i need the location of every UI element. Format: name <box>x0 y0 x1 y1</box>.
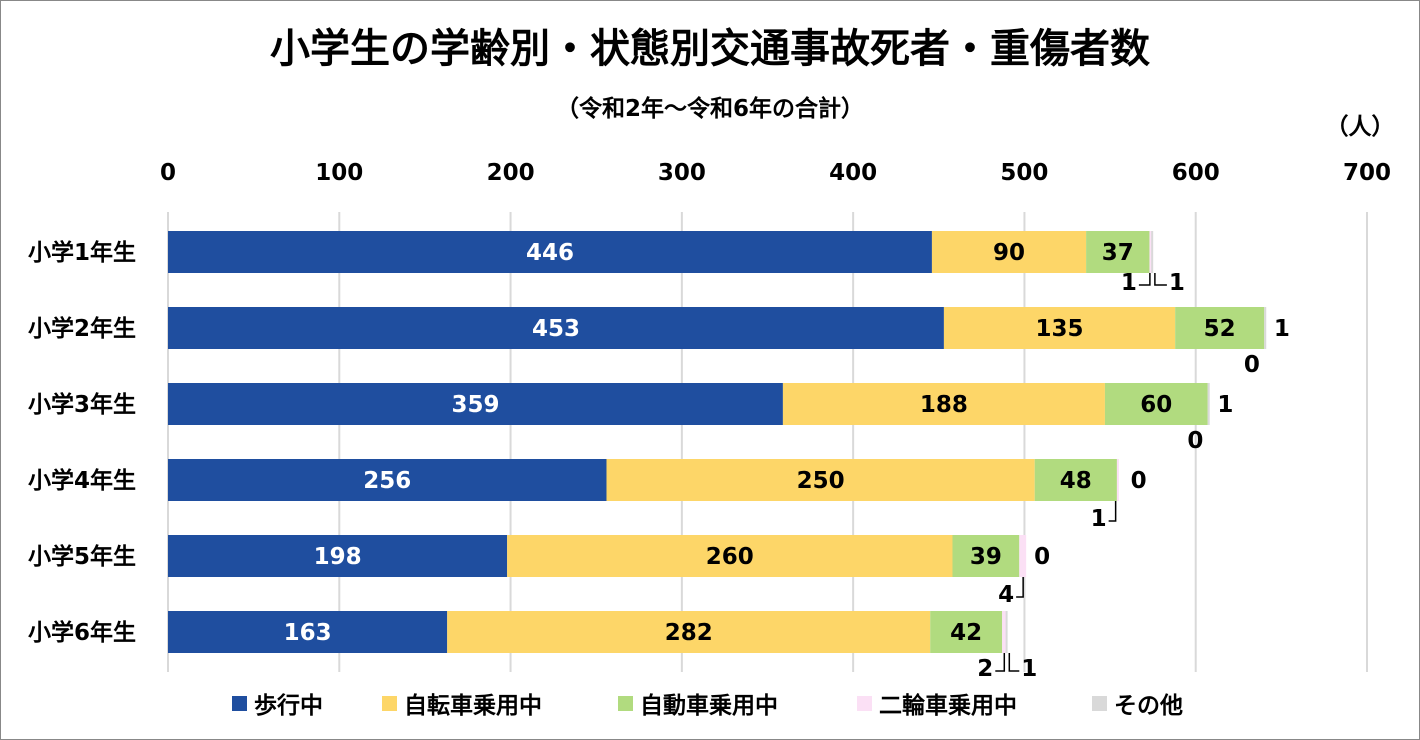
data-label: 0 <box>1244 352 1260 378</box>
data-label: 0 <box>1131 468 1147 494</box>
data-label: 260 <box>706 544 754 570</box>
bar-segment <box>1149 231 1152 273</box>
legend-label: 歩行中 <box>254 692 323 719</box>
bar-segment <box>168 383 783 425</box>
bar-segment <box>168 459 607 501</box>
data-label: 163 <box>284 620 332 646</box>
x-tick-label: 300 <box>658 160 706 186</box>
x-tick-label: 200 <box>487 160 535 186</box>
bar-segment <box>1116 459 1119 501</box>
data-label: 37 <box>1102 240 1134 266</box>
data-label: 1 <box>1091 506 1107 532</box>
bar-segment <box>507 535 953 577</box>
bar-segment <box>1264 307 1267 349</box>
data-label: 188 <box>920 392 968 418</box>
leader-line <box>995 653 1006 672</box>
unit-label: （人） <box>1326 113 1395 140</box>
legend-swatch <box>857 696 872 711</box>
legend-label: 自動車乗用中 <box>640 692 778 719</box>
data-label: 42 <box>950 620 982 646</box>
legend-swatch <box>232 696 247 711</box>
leader-line <box>1016 577 1024 598</box>
x-tick-label: 400 <box>829 160 877 186</box>
y-category-label: 小学2年生 <box>28 315 136 342</box>
x-tick-label: 100 <box>315 160 363 186</box>
bar-segment <box>782 383 1105 425</box>
bar-segment <box>168 535 508 577</box>
bar-segment <box>606 459 1035 501</box>
data-label: 52 <box>1204 316 1236 342</box>
data-label: 4 <box>998 582 1014 608</box>
leader-line <box>1154 273 1167 286</box>
bar-segment <box>1175 307 1265 349</box>
bar-segment <box>1005 611 1008 653</box>
data-label: 250 <box>797 468 845 494</box>
bar-segment <box>1086 231 1150 273</box>
data-label: 453 <box>532 316 580 342</box>
bar-segment <box>1002 611 1006 653</box>
data-label: 1 <box>1274 316 1290 342</box>
x-tick-label: 0 <box>160 160 176 186</box>
data-label: 48 <box>1060 468 1092 494</box>
data-label: 1 <box>1217 392 1233 418</box>
y-category-label: 小学3年生 <box>28 391 136 418</box>
bar-segment <box>168 307 944 349</box>
bar-segment <box>168 611 448 653</box>
bar-segment <box>943 307 1176 349</box>
y-category-label: 小学1年生 <box>28 239 136 266</box>
bar-segment <box>931 231 1087 273</box>
bar-segment <box>1151 231 1154 273</box>
data-label: 256 <box>363 468 411 494</box>
legend-label: その他 <box>1114 693 1183 719</box>
leader-line <box>1108 501 1117 522</box>
bar-segment <box>447 611 931 653</box>
data-label: 359 <box>451 392 499 418</box>
data-label: 135 <box>1036 316 1084 342</box>
data-label: 39 <box>970 544 1002 570</box>
legend-swatch <box>618 696 633 711</box>
leader-line <box>1138 273 1151 286</box>
bar-segment <box>930 611 1003 653</box>
bar-segment <box>1104 383 1208 425</box>
bar-segment <box>1207 383 1210 425</box>
legend-label: 自転車乗用中 <box>404 692 542 719</box>
leader-line <box>1008 653 1020 672</box>
y-category-label: 小学4年生 <box>28 467 136 494</box>
y-category-label: 小学6年生 <box>28 619 136 646</box>
data-label: 90 <box>993 240 1025 266</box>
data-label: 1 <box>1121 270 1137 296</box>
x-tick-label: 500 <box>1000 160 1048 186</box>
data-label: 0 <box>1187 428 1203 454</box>
data-label: 1 <box>1021 656 1037 682</box>
bar-segment <box>952 535 1020 577</box>
legend-swatch <box>382 696 397 711</box>
data-label: 282 <box>665 620 713 646</box>
x-tick-label: 700 <box>1343 160 1391 186</box>
data-label: 0 <box>1034 544 1050 570</box>
data-label: 1 <box>1169 270 1185 296</box>
x-tick-label: 600 <box>1172 160 1220 186</box>
data-label: 2 <box>977 656 993 682</box>
chart-subtitle: （令和2年～令和6年の合計） <box>556 95 864 122</box>
y-category-label: 小学5年生 <box>28 543 136 570</box>
chart-title: 小学生の学齢別・状態別交通事故死者・重傷者数 <box>270 26 1150 72</box>
data-label: 446 <box>526 240 574 266</box>
bar-segment <box>168 231 932 273</box>
bar-segment <box>1034 459 1117 501</box>
legend-label: 二輪車乗用中 <box>879 692 1017 719</box>
data-label: 198 <box>314 544 362 570</box>
bar-segment <box>1019 535 1027 577</box>
data-label: 60 <box>1140 392 1172 418</box>
legend-swatch <box>1092 696 1107 711</box>
